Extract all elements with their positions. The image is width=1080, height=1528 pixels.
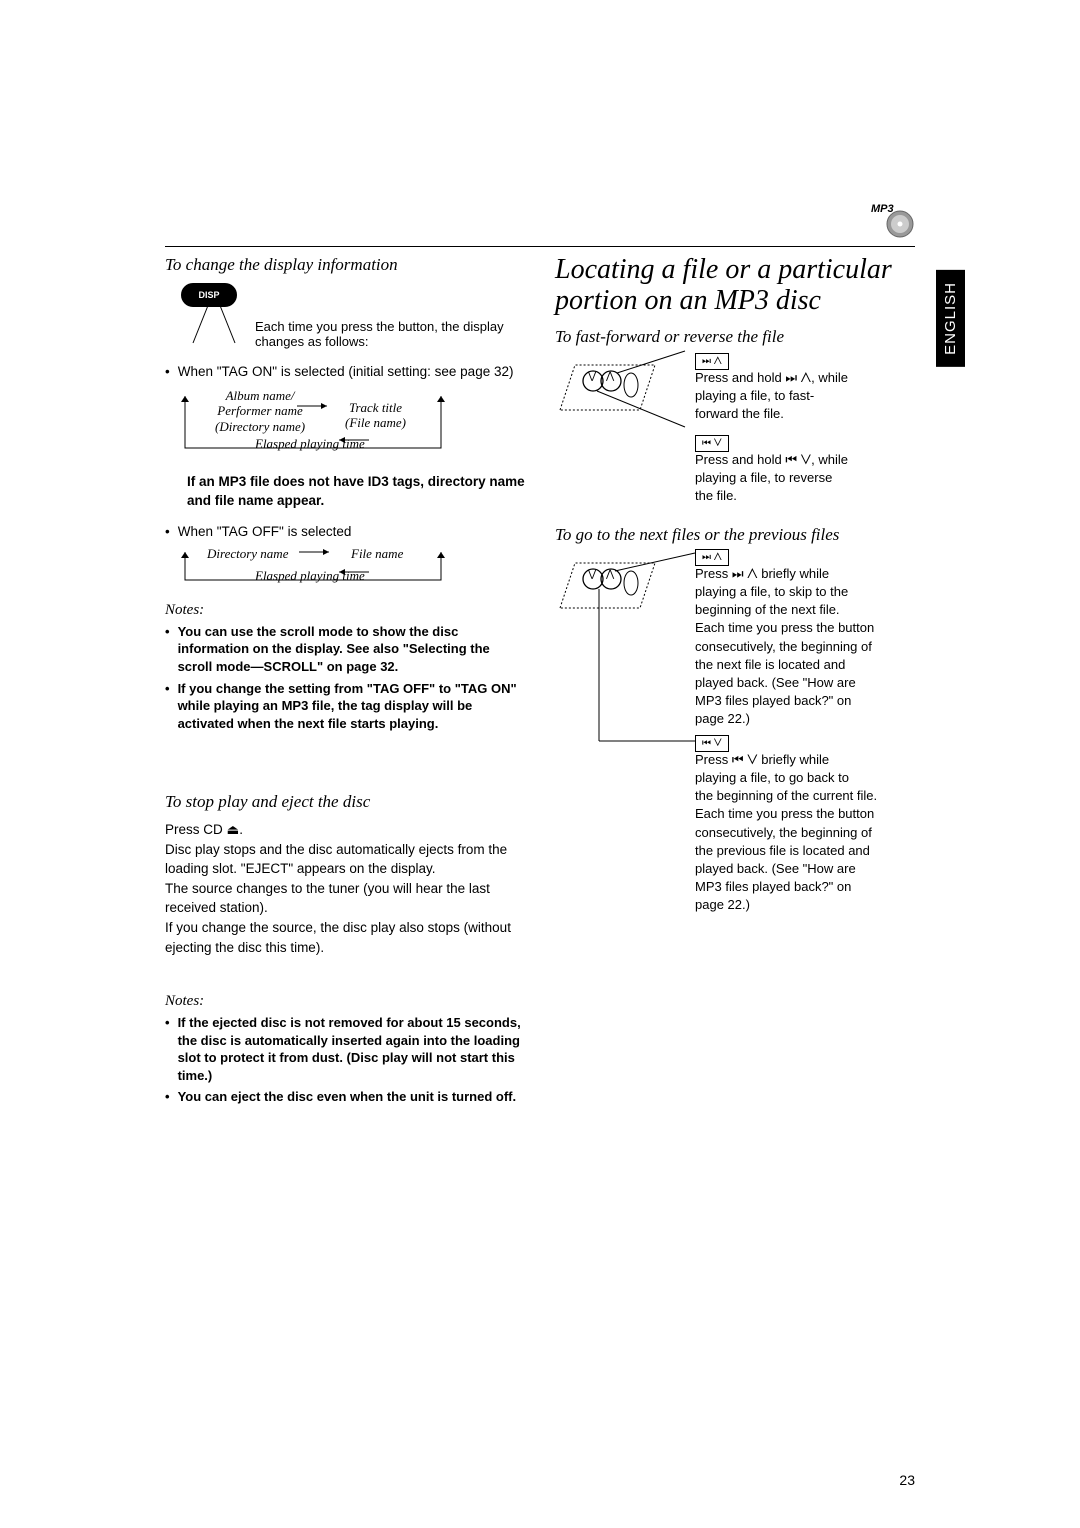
ff1-l2: playing a file, to fast-	[695, 388, 814, 403]
disp-caption: Each time you press the button, the disp…	[255, 319, 505, 349]
ff2-l2: playing a file, to reverse	[695, 470, 832, 485]
rev-icon-box: ⏮ ⋁	[695, 435, 729, 452]
disp-illustration: DISP Each time you press the button, the…	[165, 283, 525, 363]
page-number: 23	[899, 1472, 915, 1488]
eject-paragraph: Press CD ⏏. Disc play stops and the disc…	[165, 820, 525, 957]
fwd-icon-box: ⏭ ⋀	[695, 353, 729, 370]
n2-l8: MP3 files played back?" on	[695, 879, 851, 894]
tag-off-text: When "TAG OFF" is selected	[178, 523, 352, 542]
stop-eject-heading: To stop play and eject the disc	[165, 792, 525, 812]
n2-l5: consecutively, the beginning of	[695, 825, 872, 840]
flow1-a3: (Directory name)	[215, 419, 305, 434]
ff-heading: To fast-forward or reverse the file	[555, 327, 915, 347]
tag-on-bullet: When "TAG ON" is selected (initial setti…	[165, 363, 525, 382]
two-column-layout: To change the display information DISP E…	[165, 255, 915, 1110]
nextprev-heading: To go to the next files or the previous …	[555, 525, 915, 545]
n1-l8: MP3 files played back?" on	[695, 693, 851, 708]
svg-text:⋀: ⋀	[605, 371, 615, 382]
mp3-text: MP3	[871, 203, 894, 215]
n2-l3: the beginning of the current file.	[695, 788, 877, 803]
flow1-bottom: Elasped playing time	[255, 436, 365, 452]
n1-l1: Press ⏭ ⋀ briefly while	[695, 566, 829, 581]
ff1-l1: Press and hold ⏭ ⋀, while	[695, 370, 848, 385]
note-2: If you change the setting from "TAG OFF"…	[165, 680, 525, 733]
top-divider	[165, 246, 915, 247]
flow2-a: Directory name	[207, 546, 288, 562]
n2-l7: played back. (See "How are	[695, 861, 856, 876]
left-column: To change the display information DISP E…	[165, 255, 525, 1110]
flow2-b: File name	[351, 546, 403, 562]
n1-l6: the next file is located and	[695, 657, 845, 672]
flow-diagram-tag-on: Album name/ Performer name (Directory na…	[185, 390, 525, 460]
nextprev-diagram: ⋁ ⋀ ⏭ ⋀ Press ⏭ ⋀ briefly while playing …	[555, 553, 895, 923]
n1-l4: Each time you press the button	[695, 620, 874, 635]
n2-l1: Press ⏮ ⋁ briefly while	[695, 752, 829, 767]
tag-on-text: When "TAG ON" is selected (initial setti…	[178, 363, 514, 382]
tag-off-bullet: When "TAG OFF" is selected	[165, 523, 525, 542]
notes-label-2: Notes:	[165, 993, 525, 1010]
language-tab: ENGLISH	[936, 270, 965, 367]
id3-note: If an MP3 file does not have ID3 tags, d…	[165, 472, 525, 511]
next-fwd-icon: ⏭ ⋀	[695, 549, 729, 566]
device-shape-1: ⋁ ⋀	[555, 355, 665, 425]
n1-l3: beginning of the next file.	[695, 602, 840, 617]
notes-label-1: Notes:	[165, 602, 525, 619]
next-rev-icon: ⏮ ⋁	[695, 735, 729, 752]
n2-l2: playing a file, to go back to	[695, 770, 849, 785]
ff1-l3: forward the file.	[695, 406, 784, 421]
change-display-heading: To change the display information	[165, 255, 525, 275]
n2-l9: page 22.)	[695, 897, 750, 912]
n1-l2: playing a file, to skip to the	[695, 584, 848, 599]
note-3: If the ejected disc is not removed for a…	[165, 1014, 525, 1084]
flow-diagram-tag-off: Directory name File name Elasped playing…	[185, 550, 525, 590]
note-1: You can use the scroll mode to show the …	[165, 623, 525, 676]
svg-text:⋁: ⋁	[587, 371, 597, 382]
n1-l7: played back. (See "How are	[695, 675, 856, 690]
flow1-a2: Performer name	[217, 403, 303, 418]
n2-l6: the previous file is located and	[695, 843, 870, 858]
n2-l4: Each time you press the button	[695, 806, 874, 821]
mp3-icon: MP3	[865, 200, 915, 240]
flow1-a1: Album name/	[226, 388, 295, 403]
note-4: You can eject the disc even when the uni…	[165, 1088, 525, 1106]
flow2-bottom: Elasped playing time	[255, 568, 365, 584]
n1-l9: page 22.)	[695, 711, 750, 726]
ff2-l1: Press and hold ⏮ ⋁, while	[695, 452, 848, 467]
ff2-l3: the file.	[695, 488, 737, 503]
section-title: Locating a file or a particular portion …	[555, 255, 915, 317]
right-column: ENGLISH Locating a file or a particular …	[555, 255, 915, 1110]
n1-l5: consecutively, the beginning of	[695, 639, 872, 654]
ff-diagram: ⋁ ⋀ ⏭ ⋀ Press and hold ⏭ ⋀, while playin…	[555, 355, 895, 505]
flow1-b2: (File name)	[345, 415, 406, 430]
flow1-b1: Track title	[349, 400, 402, 415]
